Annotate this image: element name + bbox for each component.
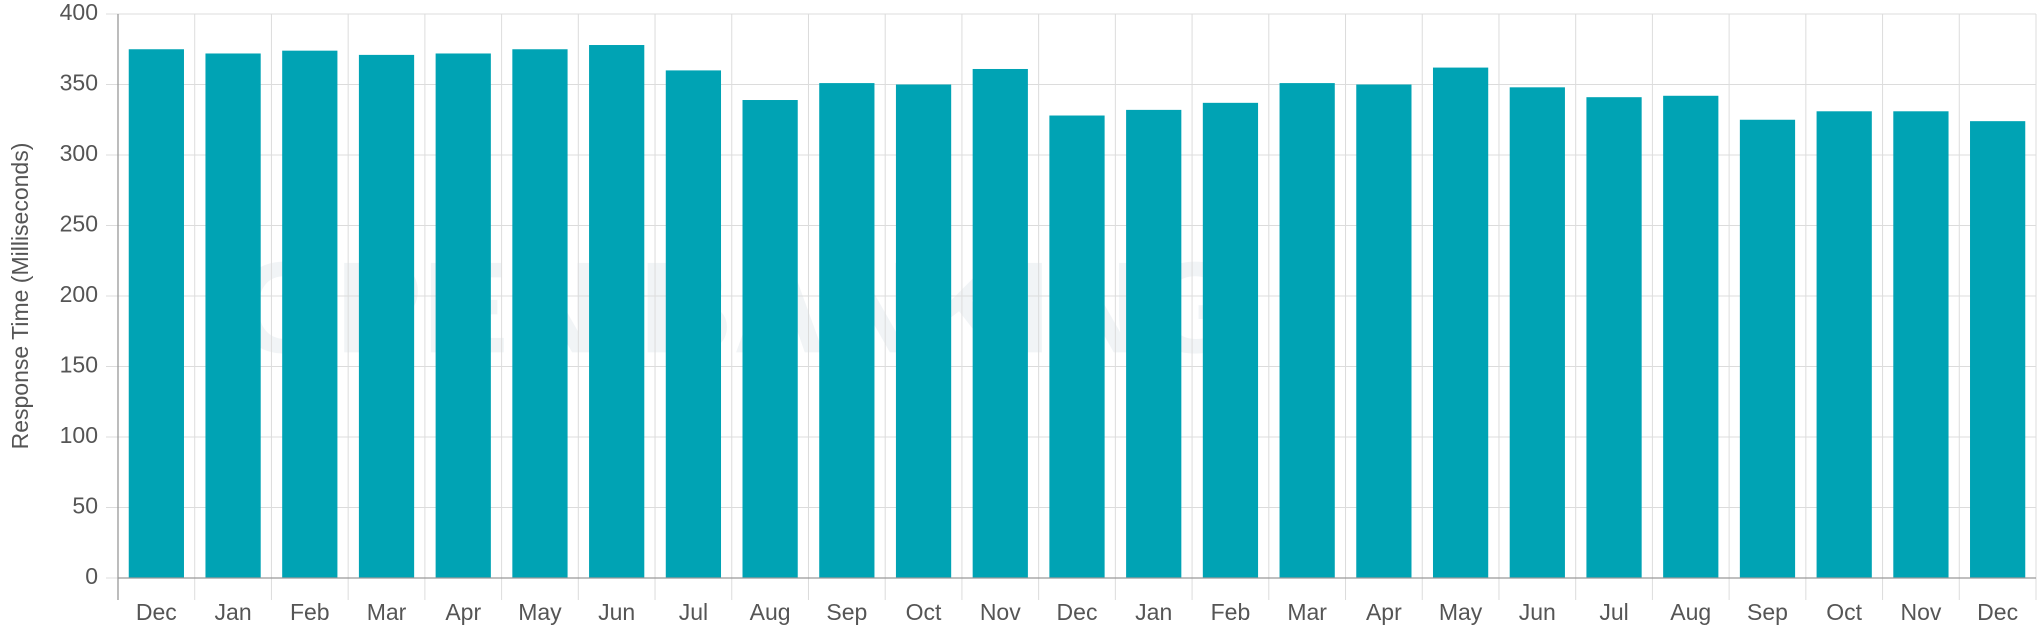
bar [895, 84, 952, 578]
bar [742, 100, 798, 578]
x-tick-label: Dec [1977, 599, 2018, 625]
bar [665, 70, 722, 579]
x-tick-label: Aug [750, 599, 791, 625]
x-tick-label: Apr [1366, 599, 1402, 625]
bar [435, 53, 491, 579]
x-tick-label: Jan [215, 599, 252, 625]
x-tick-label: Dec [136, 599, 177, 625]
y-tick-label: 300 [60, 140, 98, 166]
x-tick-label: Apr [445, 599, 481, 625]
bar [512, 49, 568, 578]
bar [282, 50, 338, 579]
x-tick-label: Mar [1287, 599, 1327, 625]
bar [1509, 87, 1565, 578]
x-tick-label: Feb [1211, 599, 1251, 625]
x-tick-label: May [1439, 599, 1483, 625]
x-tick-label: Jul [679, 599, 708, 625]
y-tick-label: 400 [60, 0, 98, 25]
y-tick-label: 150 [60, 352, 98, 378]
bar [1432, 67, 1489, 578]
bar [1663, 95, 1719, 578]
bar [819, 83, 875, 578]
x-tick-label: Jun [598, 599, 635, 625]
x-tick-label: Mar [367, 599, 407, 625]
bar [1126, 109, 1182, 578]
bar [205, 53, 261, 579]
x-tick-label: Sep [1747, 599, 1788, 625]
x-tick-label: Oct [906, 599, 942, 625]
x-tick-label: May [518, 599, 562, 625]
x-tick-label: Dec [1057, 599, 1098, 625]
bar [1816, 111, 1872, 578]
y-tick-label: 350 [60, 70, 98, 96]
bar [1202, 102, 1259, 578]
x-tick-label: Nov [980, 599, 1021, 625]
bar [589, 45, 645, 578]
x-tick-label: Feb [290, 599, 330, 625]
y-axis-label: Response Time (Milliseconds) [7, 143, 33, 450]
bar [1739, 119, 1796, 578]
x-tick-label: Jun [1519, 599, 1556, 625]
bar [1893, 111, 1949, 578]
bar [128, 49, 184, 578]
x-tick-label: Nov [1900, 599, 1941, 625]
x-tick-label: Oct [1826, 599, 1862, 625]
bar [358, 54, 415, 578]
x-tick-label: Jul [1599, 599, 1628, 625]
bar [1970, 121, 2026, 578]
y-tick-label: 250 [60, 211, 98, 237]
y-tick-label: 50 [72, 493, 98, 519]
bar [972, 68, 1028, 579]
y-tick-label: 0 [85, 563, 98, 589]
bar [1049, 115, 1105, 579]
bar [1356, 84, 1412, 578]
x-tick-label: Jan [1135, 599, 1172, 625]
y-tick-label: 100 [60, 422, 98, 448]
bar [1586, 97, 1642, 578]
bar [1279, 83, 1335, 578]
y-tick-label: 200 [60, 281, 98, 307]
x-tick-label: Aug [1670, 599, 1711, 625]
x-tick-label: Sep [826, 599, 867, 625]
